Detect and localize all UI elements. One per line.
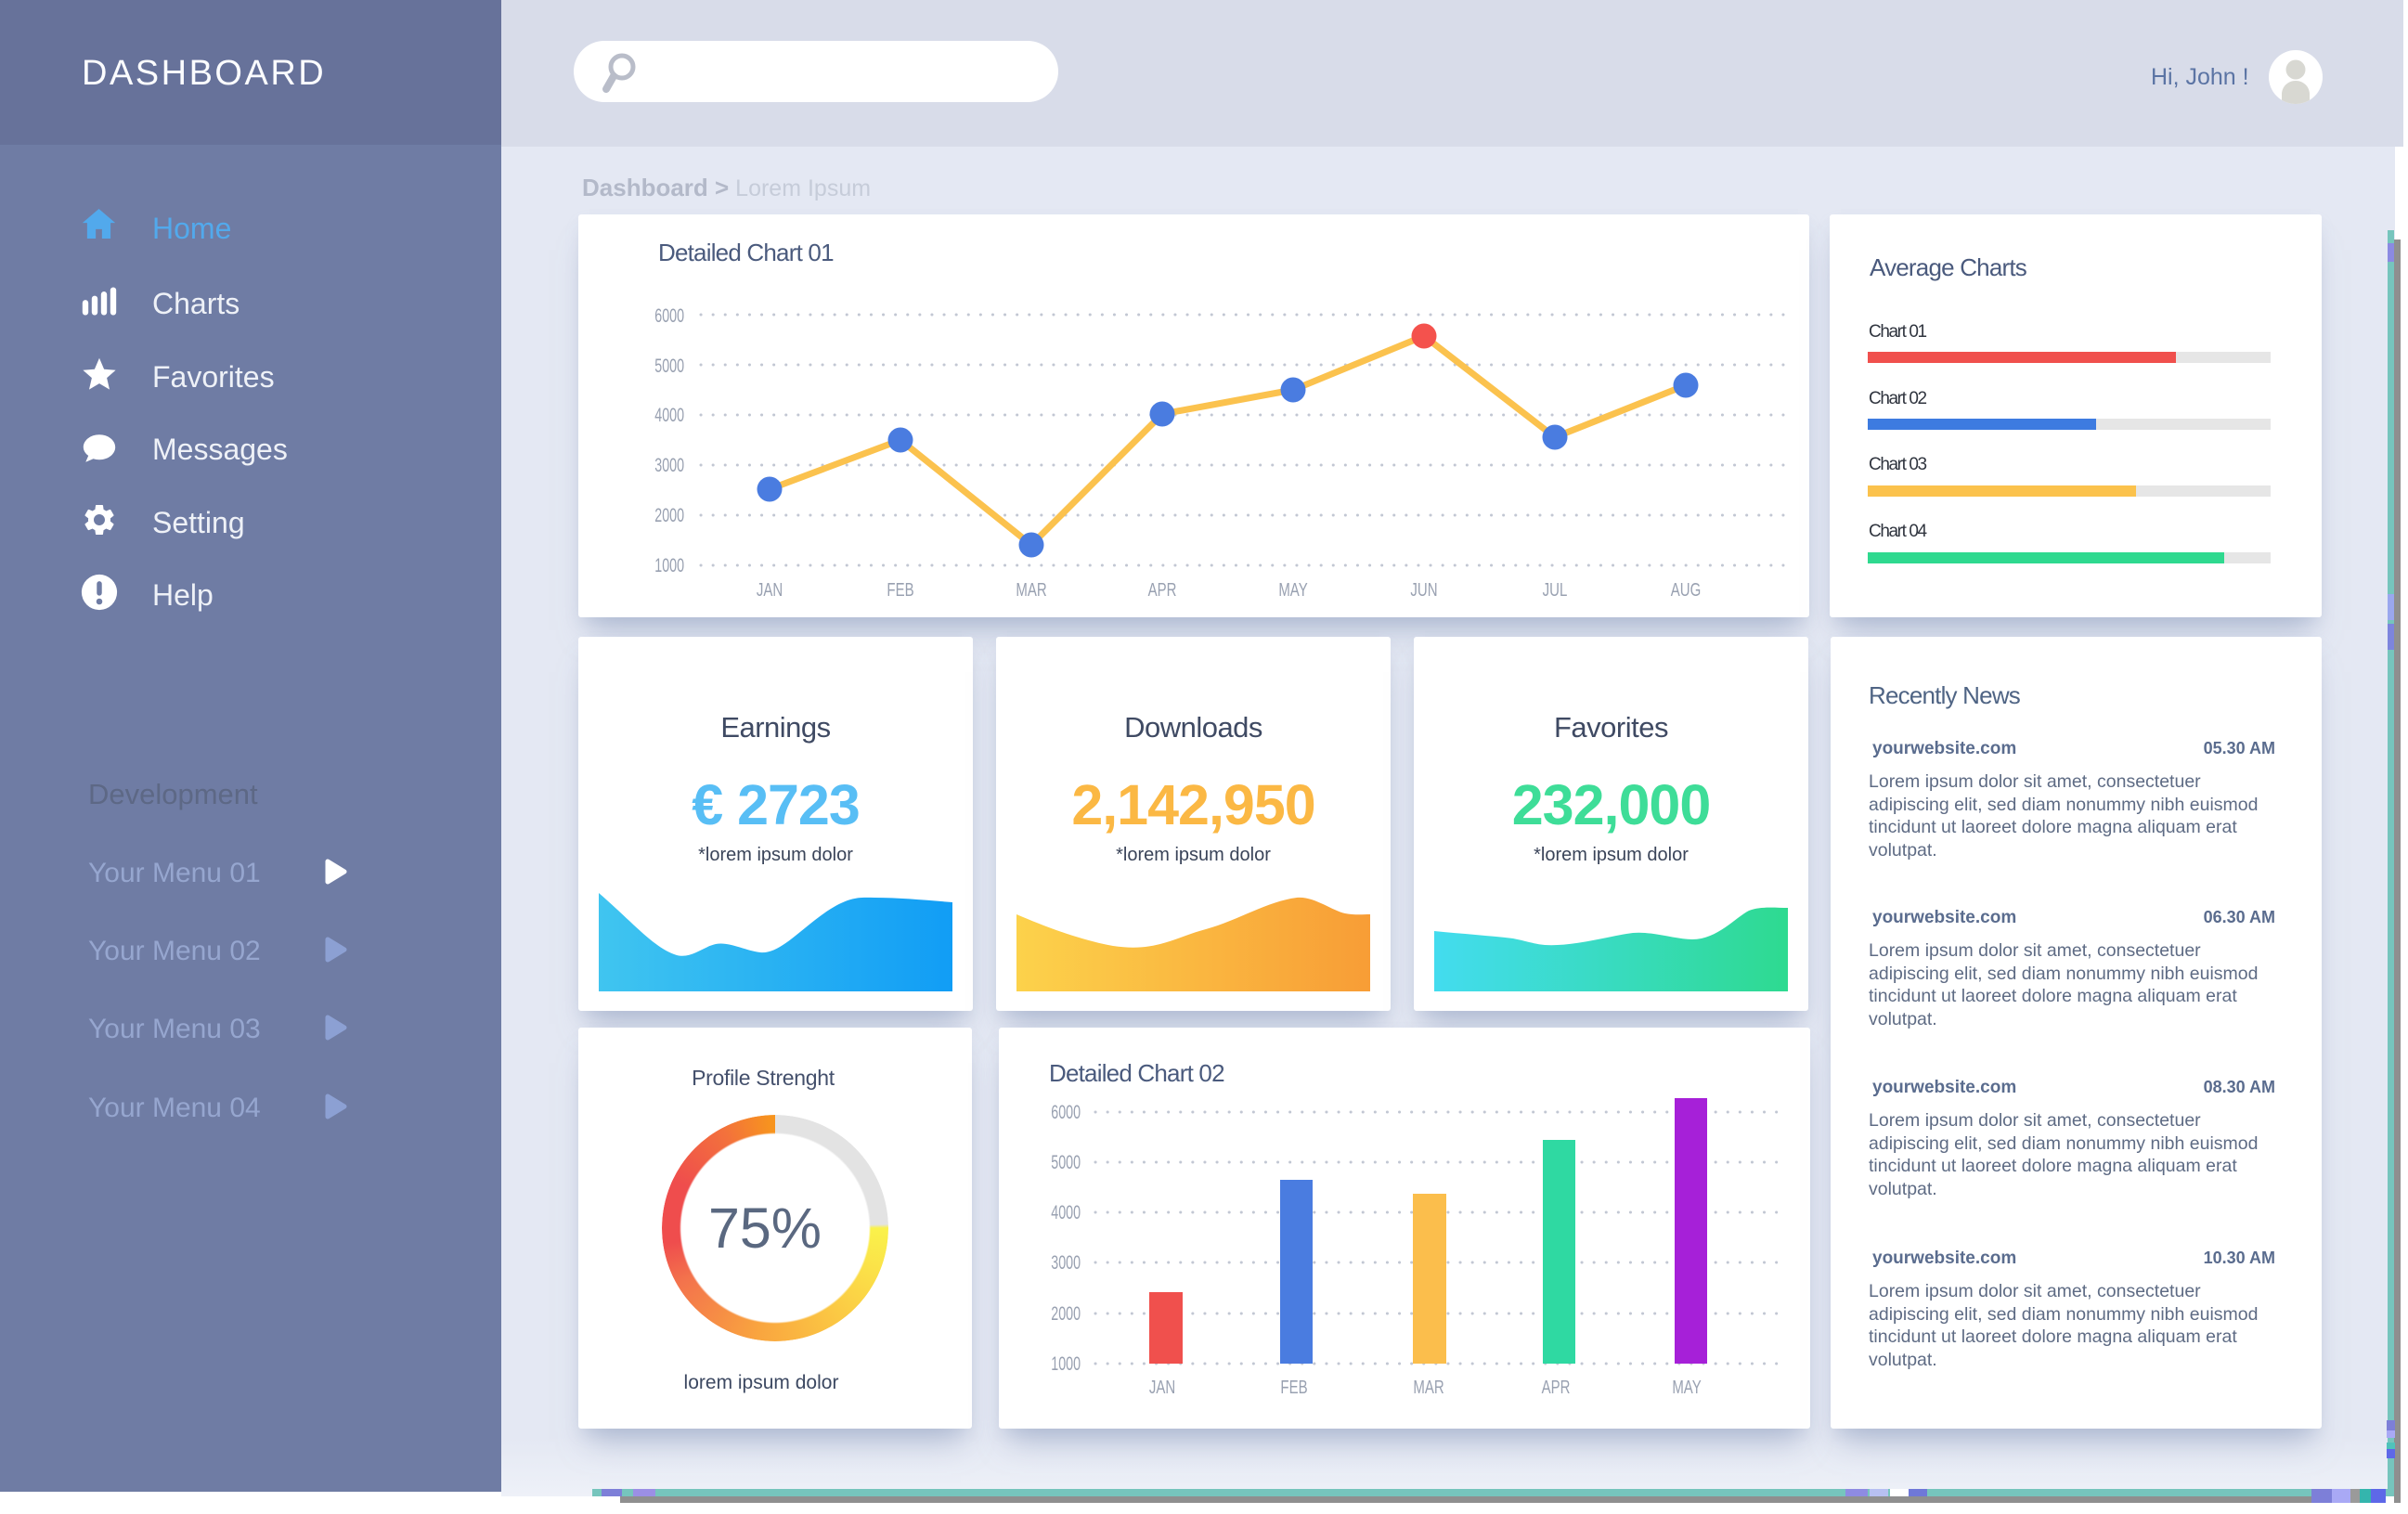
svg-text:APR: APR xyxy=(1542,1377,1571,1398)
svg-text:4000: 4000 xyxy=(654,404,684,425)
svg-text:FEB: FEB xyxy=(887,579,913,601)
svg-text:JUL: JUL xyxy=(1543,579,1568,601)
svg-text:6000: 6000 xyxy=(654,304,684,326)
svg-text:MAY: MAY xyxy=(1278,579,1308,601)
svg-text:2000: 2000 xyxy=(1051,1302,1081,1324)
svg-text:1000: 1000 xyxy=(1051,1352,1081,1374)
svg-text:1000: 1000 xyxy=(654,554,684,576)
svg-text:MAR: MAR xyxy=(1016,579,1046,601)
svg-text:3000: 3000 xyxy=(1051,1251,1081,1273)
svg-text:MAY: MAY xyxy=(1672,1377,1702,1398)
svg-text:JAN: JAN xyxy=(757,579,783,601)
svg-text:5000: 5000 xyxy=(654,355,684,376)
svg-text:APR: APR xyxy=(1148,579,1177,601)
svg-text:6000: 6000 xyxy=(1051,1101,1081,1122)
svg-text:3000: 3000 xyxy=(654,454,684,475)
svg-text:4000: 4000 xyxy=(1051,1201,1081,1223)
svg-text:MAR: MAR xyxy=(1413,1377,1444,1398)
svg-text:FEB: FEB xyxy=(1280,1377,1307,1398)
svg-text:5000: 5000 xyxy=(1051,1151,1081,1172)
svg-text:JUN: JUN xyxy=(1410,579,1437,601)
svg-text:JAN: JAN xyxy=(1149,1377,1175,1398)
svg-text:AUG: AUG xyxy=(1671,579,1701,601)
svg-text:2000: 2000 xyxy=(654,504,684,525)
